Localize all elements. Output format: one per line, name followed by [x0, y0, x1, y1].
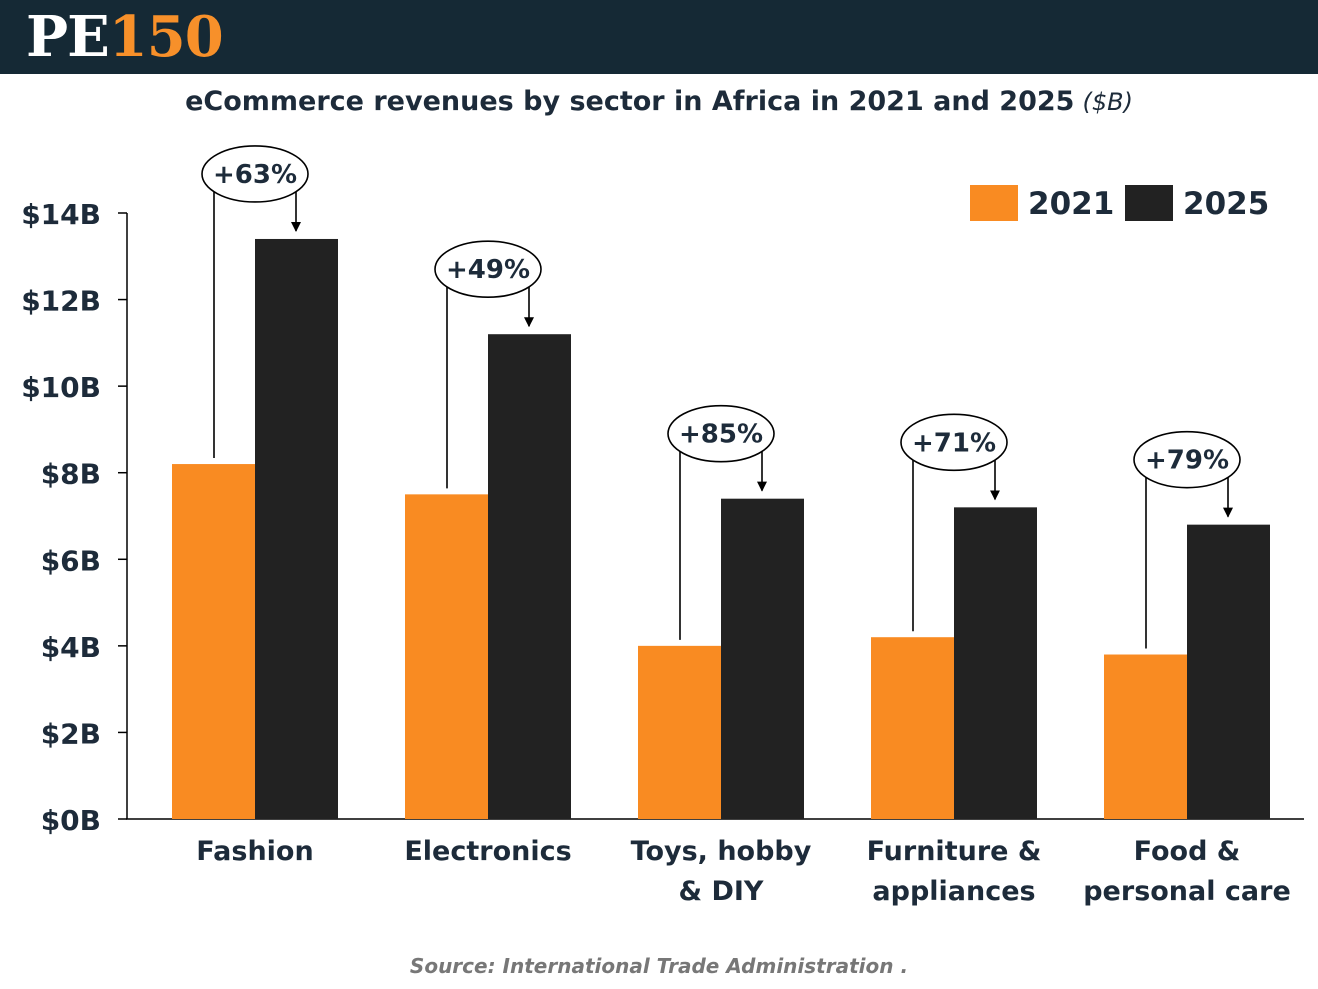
x-tick-label: Toys, hobby [631, 836, 812, 867]
y-tick-label: $2B [41, 717, 101, 750]
chart-unit-label: ($B) [1082, 88, 1133, 116]
y-tick-label: $6B [41, 544, 101, 577]
legend-label: 2025 [1183, 186, 1269, 222]
x-tick-label: personal care [1083, 876, 1291, 907]
bar-2021 [638, 645, 721, 819]
legend-swatch [970, 185, 1018, 221]
growth-label: +71% [912, 428, 996, 458]
growth-bubble [201, 145, 309, 203]
growth-bubble [1133, 430, 1241, 489]
legend-label: 2021 [1028, 186, 1114, 222]
growth-label: +85% [679, 420, 763, 450]
y-tick-label: $14B [21, 198, 101, 231]
growth-bubble [900, 413, 1008, 472]
source-note: Source: International Trade Administrati… [409, 954, 909, 978]
growth-bubble [434, 240, 542, 299]
x-tick-label: Electronics [404, 836, 571, 867]
growth-label: +79% [1145, 446, 1229, 476]
logo-accent-text: 150 [108, 4, 224, 70]
chart-title-text: eCommerce revenues by sector in Africa i… [185, 86, 1075, 117]
growth-label: +49% [446, 255, 530, 285]
y-tick-label: $4B [41, 631, 101, 664]
logo: PE150 [26, 4, 224, 70]
x-tick-label: appliances [872, 876, 1035, 907]
bar-2025 [255, 238, 338, 819]
growth-bubble [667, 404, 775, 463]
x-tick-label: Fashion [196, 836, 313, 867]
x-tick-label: & DIY [679, 876, 764, 907]
bar-2021 [871, 637, 954, 819]
bar-2021 [1104, 654, 1187, 819]
bar-2021 [405, 494, 488, 819]
bar-2021 [172, 464, 255, 819]
growth-label: +63% [213, 160, 297, 190]
bar-2025 [1187, 524, 1270, 819]
bar-2025 [721, 498, 804, 819]
x-tick-label: Furniture & [867, 836, 1042, 867]
legend-swatch [1125, 185, 1173, 221]
y-tick-label: $10B [21, 371, 101, 404]
bar-2025 [954, 507, 1037, 819]
y-tick-label: $8B [41, 458, 101, 491]
chart-title: eCommerce revenues by sector in Africa i… [0, 84, 1318, 120]
y-tick-label: $12B [21, 285, 101, 318]
header-bar: PE150 [0, 0, 1318, 74]
bar-2025 [488, 334, 571, 819]
x-tick-label: Food & [1134, 836, 1241, 867]
y-tick-label: $0B [41, 804, 101, 837]
logo-primary-text: PE [26, 4, 110, 70]
